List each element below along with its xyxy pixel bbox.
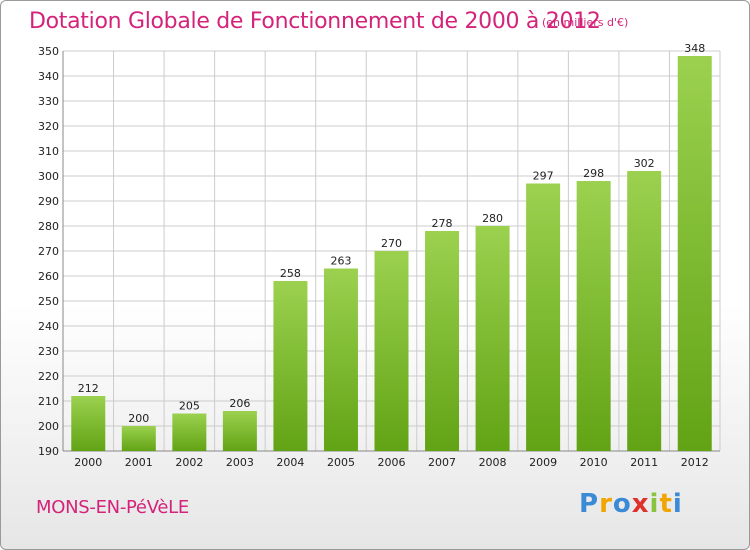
- x-tick-label: 2009: [529, 456, 557, 469]
- commune-name: MONS-EN-PéVèLE: [36, 497, 189, 518]
- y-tick-label: 250: [38, 295, 59, 308]
- data-label: 206: [229, 397, 250, 410]
- y-tick-label: 210: [38, 395, 59, 408]
- x-tick-label: 2010: [580, 456, 608, 469]
- logo-letter: P: [579, 489, 600, 519]
- bar: [677, 56, 712, 451]
- data-label: 205: [179, 400, 200, 413]
- x-tick-label: 2005: [327, 456, 355, 469]
- y-tick-label: 300: [38, 170, 59, 183]
- y-tick-label: 280: [38, 220, 59, 233]
- x-tick-label: 2008: [479, 456, 507, 469]
- y-tick-label: 240: [38, 320, 59, 333]
- logo-letter: r: [599, 489, 613, 519]
- bar: [627, 171, 662, 451]
- x-tick-label: 2007: [428, 456, 456, 469]
- y-tick-label: 270: [38, 245, 59, 258]
- y-tick-label: 230: [38, 345, 59, 358]
- data-label: 302: [634, 157, 655, 170]
- bar: [576, 181, 611, 451]
- y-tick-label: 350: [38, 45, 59, 58]
- bar: [172, 413, 207, 451]
- bar: [273, 281, 308, 451]
- y-tick-label: 290: [38, 195, 59, 208]
- data-label: 298: [583, 167, 604, 180]
- y-tick-label: 310: [38, 145, 59, 158]
- bar: [374, 251, 409, 451]
- data-label: 212: [78, 382, 99, 395]
- logo-letter: o: [612, 489, 632, 519]
- data-label: 270: [381, 237, 402, 250]
- y-tick-label: 200: [38, 420, 59, 433]
- x-tick-label: 2011: [630, 456, 658, 469]
- chart-title: Dotation Globale de Fonctionnement de 20…: [29, 9, 601, 34]
- logo-letter: i: [649, 489, 660, 519]
- data-label: 200: [128, 412, 149, 425]
- y-tick-label: 260: [38, 270, 59, 283]
- x-tick-label: 2003: [226, 456, 254, 469]
- bar: [425, 231, 460, 451]
- bar: [323, 268, 358, 451]
- x-tick-label: 2001: [125, 456, 153, 469]
- logo-letter: i: [672, 489, 683, 519]
- y-tick-label: 340: [38, 70, 59, 83]
- logo-letter: t: [659, 489, 673, 519]
- bar: [121, 426, 156, 451]
- data-label: 258: [280, 267, 301, 280]
- x-tick-label: 2012: [681, 456, 709, 469]
- labels: 190 200 210 220 230 240 250 260 270 280 290 300 310 3…: [38, 42, 709, 469]
- y-tick-label: 190: [38, 445, 59, 458]
- y-tick-label: 330: [38, 95, 59, 108]
- bar: [475, 226, 510, 451]
- bar: [222, 411, 257, 451]
- y-tick-label: 220: [38, 370, 59, 383]
- data-label: 348: [684, 42, 705, 55]
- logo-letter: x: [631, 489, 650, 519]
- x-tick-label: 2004: [276, 456, 304, 469]
- x-tick-label: 2002: [175, 456, 203, 469]
- data-label: 297: [533, 170, 554, 183]
- y-tick-label: 320: [38, 120, 59, 133]
- proxiti-logo[interactable]: Proxiti: [579, 489, 683, 519]
- bar: [526, 183, 561, 451]
- data-label: 263: [330, 255, 351, 268]
- data-label: 280: [482, 212, 503, 225]
- chart-unit: (en milliers d'€): [542, 16, 629, 29]
- data-label: 278: [432, 217, 453, 230]
- bars: [71, 56, 712, 451]
- bar: [71, 396, 106, 451]
- x-tick-label: 2000: [74, 456, 102, 469]
- x-tick-label: 2006: [378, 456, 406, 469]
